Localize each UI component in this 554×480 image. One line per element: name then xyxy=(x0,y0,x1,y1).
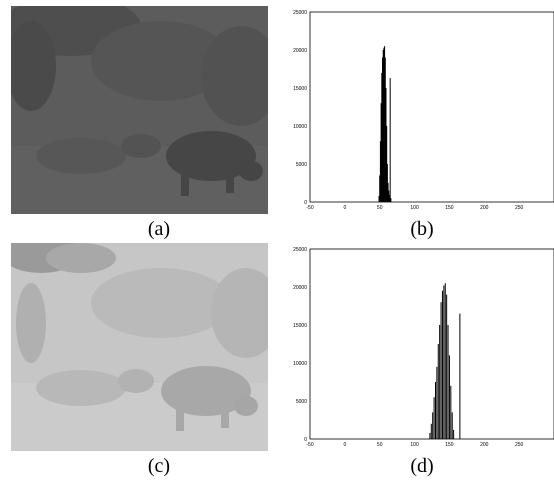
histogram-d-bar xyxy=(439,325,441,439)
histogram-b-bar xyxy=(384,46,386,203)
photo-a-dark xyxy=(11,6,268,214)
histogram-d-y-tick-label: 0 xyxy=(304,437,307,443)
histogram-d-bar xyxy=(443,285,445,439)
histogram-b-bar xyxy=(389,78,391,202)
histogram-d-bar xyxy=(440,302,442,439)
histogram-d-bar xyxy=(446,294,448,439)
histogram-b-x-tick-label: 100 xyxy=(410,205,419,211)
histogram-d-x-tick-label: 100 xyxy=(410,442,419,448)
histogram-b-y-tick-label: 10000 xyxy=(293,124,307,130)
histogram-d-bar xyxy=(453,429,455,439)
histogram-d-x-tick-label: 50 xyxy=(377,442,383,448)
histogram-b-bar xyxy=(378,195,380,202)
histogram-d-bar xyxy=(437,344,439,439)
histogram-d-y-tick-label: 25000 xyxy=(293,247,307,253)
histogram-d-x-tick-label: 0 xyxy=(343,442,346,448)
histogram-b-bar xyxy=(380,103,382,202)
histogram-b-y-tick-label: 25000 xyxy=(293,10,307,16)
caption-a: (a) xyxy=(147,218,171,240)
histogram-d: 0 5000 10000 15000 20000 25000 -50 0 50 100 150 200… xyxy=(280,243,554,453)
photo-c-bright xyxy=(11,243,268,451)
histogram-d-bar xyxy=(451,412,453,439)
histogram-d-axes-box xyxy=(309,248,554,440)
histogram-d-y-tick-label: 20000 xyxy=(293,285,307,291)
histogram-b-x-tick-label: 250 xyxy=(515,205,524,211)
histogram-d-bar xyxy=(429,432,431,439)
histogram-d-bar xyxy=(434,382,436,439)
histogram-b-bar xyxy=(383,47,385,202)
caption-b: (b) xyxy=(410,218,434,240)
histogram-d-x-tick-label: 250 xyxy=(515,442,524,448)
histogram-b-bar xyxy=(379,175,381,202)
histogram-d-bar xyxy=(430,423,432,439)
histogram-d-bar xyxy=(447,325,449,439)
histogram-b-bar xyxy=(387,183,389,202)
histogram-d-bar xyxy=(441,290,443,439)
histogram-d-bar xyxy=(459,313,461,439)
histogram-b-bar xyxy=(384,57,386,202)
histogram-b-bar xyxy=(386,164,388,202)
histogram-b-x-tick-label: 0 xyxy=(343,205,346,211)
histogram-b-y-tick-label: 20000 xyxy=(293,48,307,54)
histogram-d-y-tick-label: 15000 xyxy=(293,323,307,329)
histogram-b-bar xyxy=(388,195,390,202)
histogram-d-x-tick-label: 150 xyxy=(445,442,454,448)
histogram-b-bar xyxy=(382,50,384,202)
histogram-d-bar xyxy=(450,385,452,439)
histogram-b-bar xyxy=(385,88,387,202)
histogram-d-bar xyxy=(448,355,450,439)
histogram-d-x-tick-label: -50 xyxy=(306,442,313,448)
histogram-d-bar xyxy=(436,366,438,439)
histogram-b-bar xyxy=(388,190,390,202)
histogram-b-bar xyxy=(386,126,388,202)
histogram-d-x-tick-label: 200 xyxy=(480,442,489,448)
histogram-b-x-tick-label: 200 xyxy=(480,205,489,211)
histogram-d-bar xyxy=(444,283,446,439)
histogram-b-y-tick-label: 15000 xyxy=(293,86,307,92)
histogram-b-y-tick-label: 0 xyxy=(304,200,307,206)
histogram-b-bar xyxy=(379,141,381,202)
photo-c-scene xyxy=(11,243,268,451)
histogram-b-bar xyxy=(390,198,392,202)
histogram-b-y-tick-label: 5000 xyxy=(296,162,307,168)
caption-d: (d) xyxy=(410,455,434,477)
histogram-d-y-tick-label: 5000 xyxy=(296,399,307,405)
histogram-b-bar xyxy=(382,57,384,202)
histogram-b-axes-box xyxy=(309,11,554,203)
histogram-b-x-tick-label: 50 xyxy=(377,205,383,211)
photo-a-scene xyxy=(11,6,268,214)
histogram-d-bar xyxy=(432,412,434,439)
caption-c: (c) xyxy=(147,455,171,477)
histogram-b-x-tick-label: -50 xyxy=(306,205,313,211)
histogram-d-y-tick-label: 10000 xyxy=(293,361,307,367)
histogram-d-bar xyxy=(433,397,435,439)
histogram-b-bar xyxy=(381,72,383,202)
histogram-b-x-tick-label: 150 xyxy=(445,205,454,211)
histogram-b: 0 5000 10000 15000 20000 25000 -50 0 50 100 150 200… xyxy=(280,6,554,216)
